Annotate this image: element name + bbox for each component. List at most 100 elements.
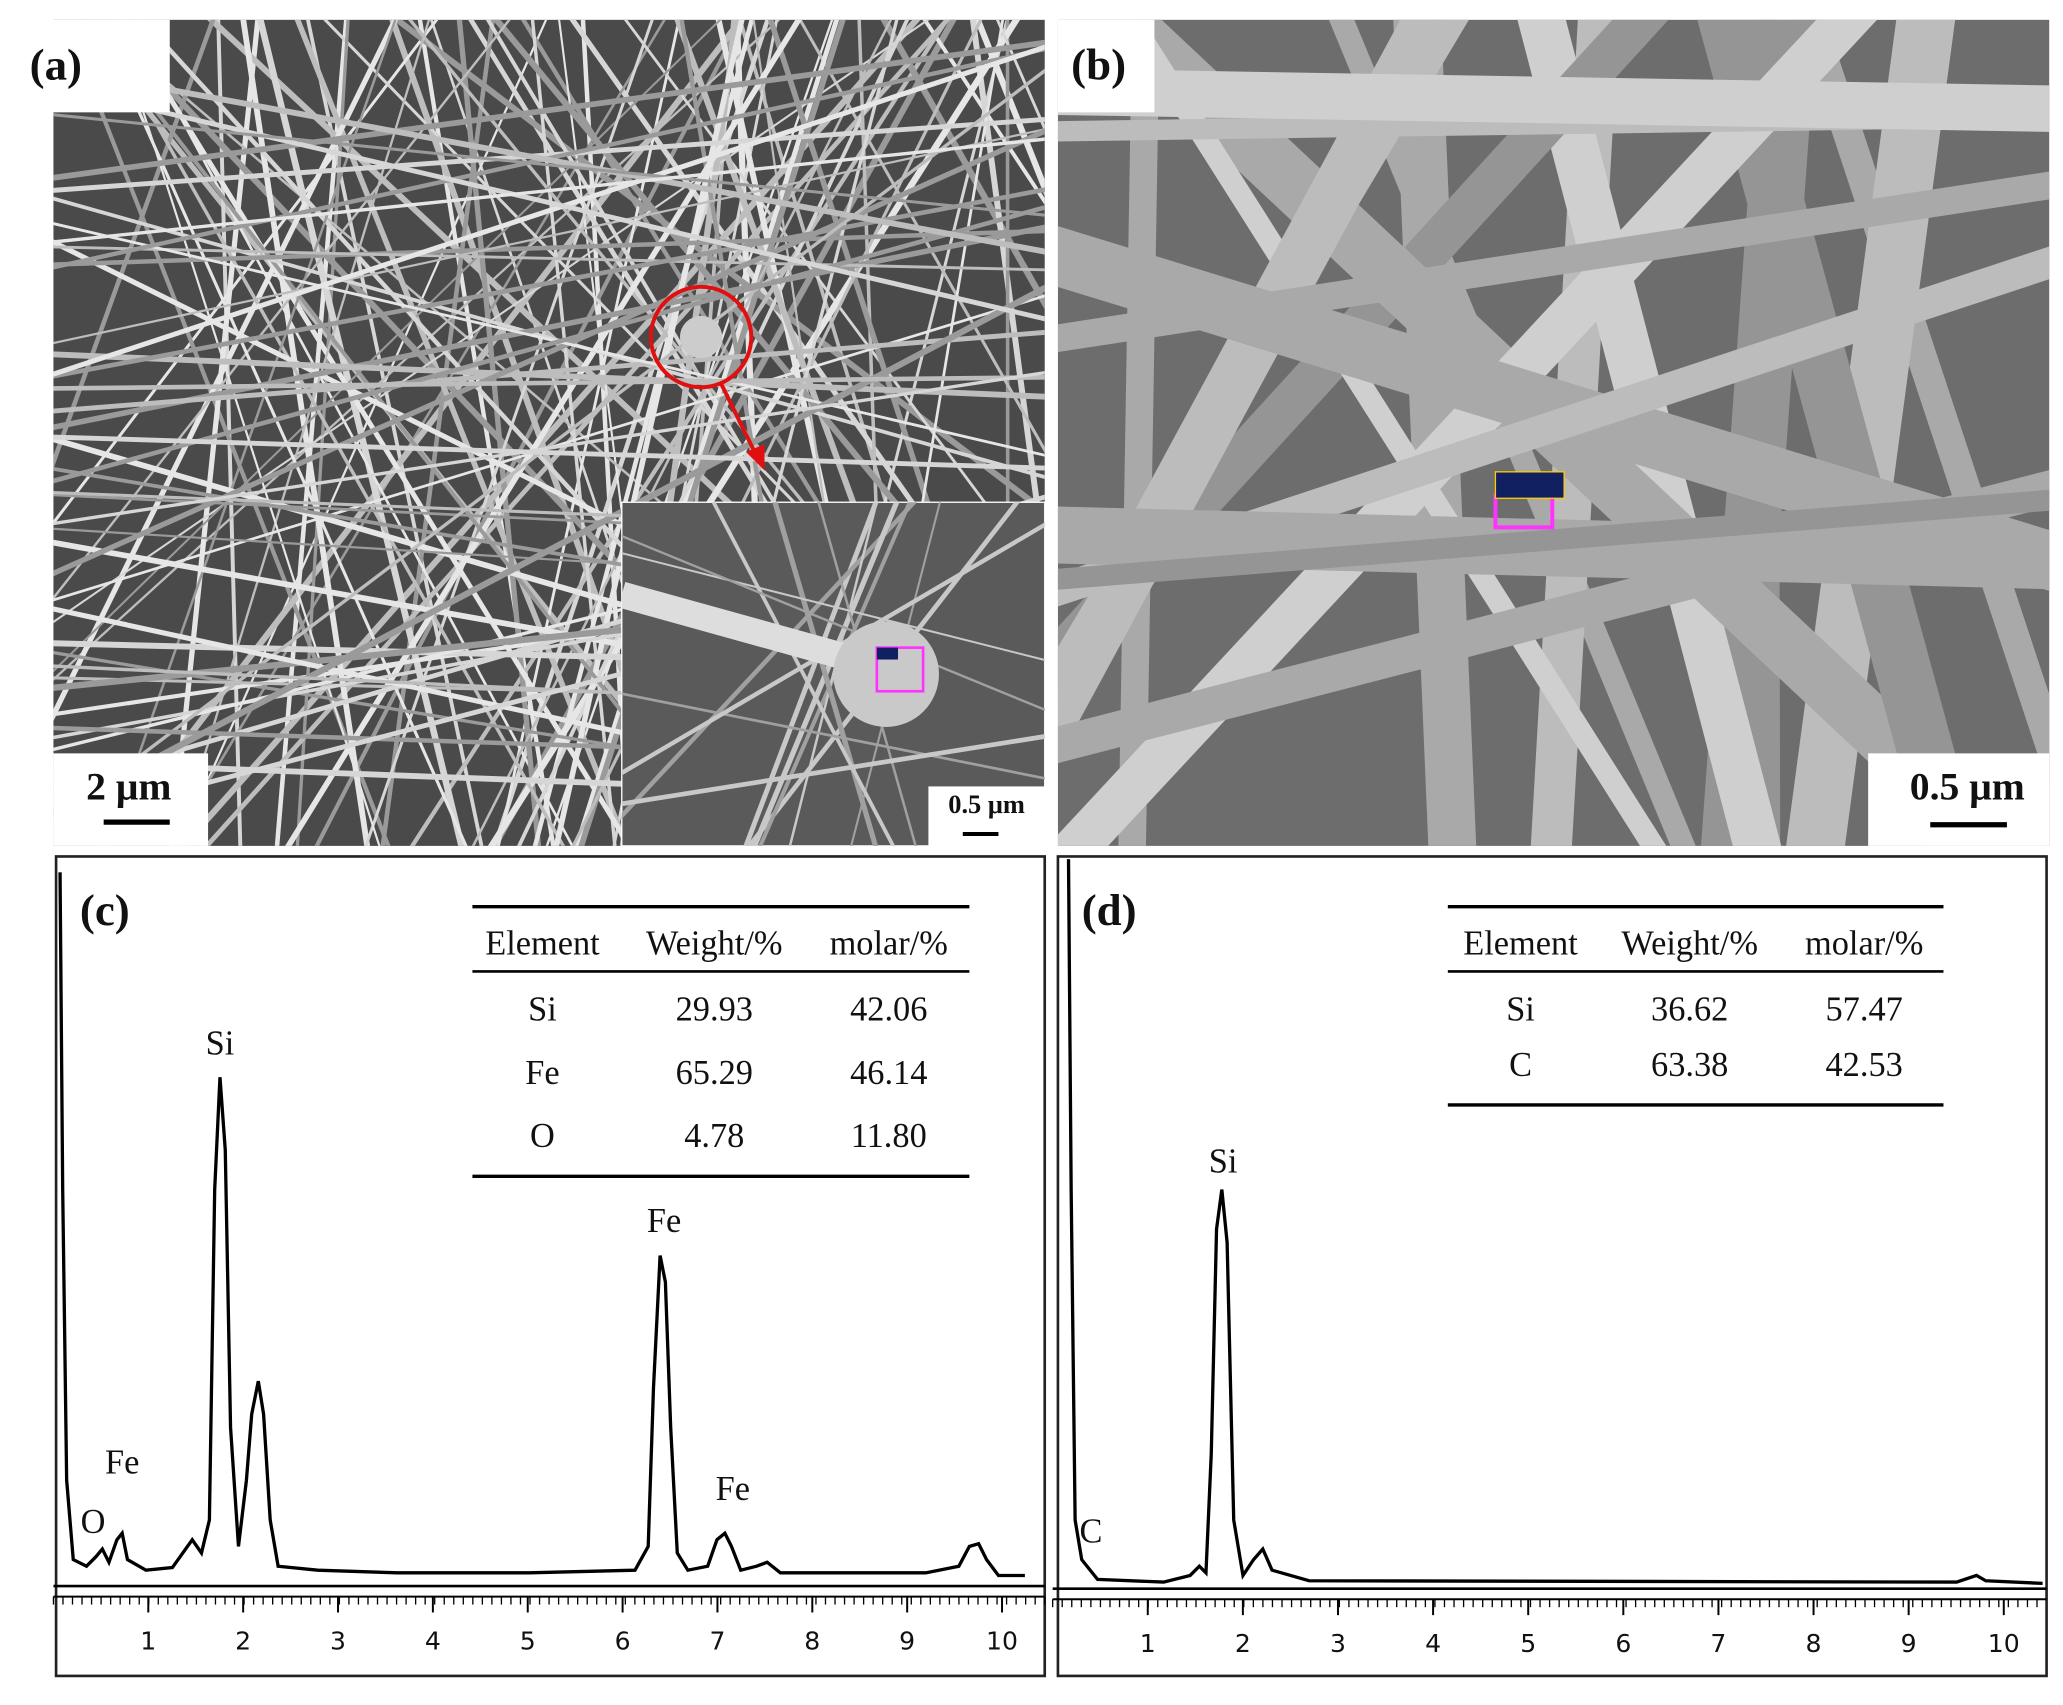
fiber bbox=[314, 19, 744, 846]
table-header: molar/% bbox=[1805, 924, 1923, 962]
fiber bbox=[53, 19, 511, 600]
fiber bbox=[711, 502, 896, 846]
x-tick-label: 10 bbox=[1988, 1629, 2020, 1658]
panel-label: (b) bbox=[1071, 39, 1126, 89]
x-tick-label: 7 bbox=[1710, 1629, 1726, 1658]
fiber bbox=[364, 19, 654, 846]
fiber bbox=[621, 502, 918, 820]
fiber bbox=[119, 19, 633, 846]
x-tick-label: 4 bbox=[425, 1626, 441, 1655]
peak-label: Si bbox=[206, 1025, 235, 1063]
fiber bbox=[53, 351, 1045, 400]
table-cell: 42.53 bbox=[1826, 1046, 1903, 1084]
fiber bbox=[53, 371, 1045, 526]
x-tick-label: 6 bbox=[1615, 1629, 1631, 1658]
fiber bbox=[53, 137, 1045, 244]
fiber bbox=[492, 19, 1045, 689]
fiber bbox=[621, 552, 1045, 662]
fiber bbox=[53, 284, 1045, 816]
fiber bbox=[1057, 470, 2050, 764]
inset-fibers bbox=[621, 502, 1045, 846]
table-cell: 42.06 bbox=[850, 990, 927, 1028]
fiber bbox=[471, 19, 893, 846]
scale-bar-label: 0.5 μm bbox=[1910, 765, 2025, 809]
fibers bbox=[1057, 19, 2050, 846]
table-cell: 63.38 bbox=[1651, 1046, 1728, 1084]
table-header: Element bbox=[1463, 924, 1578, 962]
fiber bbox=[203, 19, 951, 846]
x-tick-label: 1 bbox=[1140, 1629, 1156, 1658]
fiber bbox=[574, 19, 840, 846]
table-header: Element bbox=[485, 924, 600, 962]
fiber bbox=[53, 39, 1045, 181]
fiber bbox=[569, 19, 1045, 696]
fiber bbox=[772, 502, 879, 846]
fiber bbox=[53, 128, 1045, 345]
table-cell: Fe bbox=[525, 1054, 559, 1092]
panel-label: (d) bbox=[1082, 885, 1137, 935]
x-tick-label: 3 bbox=[330, 1626, 346, 1655]
fiber bbox=[53, 116, 1045, 193]
arrow-head bbox=[746, 444, 765, 471]
fiber bbox=[743, 502, 879, 846]
fiber bbox=[53, 19, 57, 53]
fiber bbox=[53, 65, 1045, 255]
arrow bbox=[719, 382, 759, 457]
fiber bbox=[53, 19, 216, 469]
energy-axis: 1 2 3 4 5 6 7 8 9 10 bbox=[1051, 1587, 2047, 1658]
inset-scale-bar-label: 0.5 μm bbox=[948, 789, 1025, 819]
fiber bbox=[53, 187, 1045, 379]
spectrum bbox=[58, 872, 1025, 1578]
table-cell: 11.80 bbox=[851, 1117, 927, 1155]
table-cell: Si bbox=[528, 990, 557, 1028]
inset-sphere bbox=[621, 582, 939, 727]
fiber bbox=[53, 228, 1045, 267]
sphere bbox=[679, 315, 723, 359]
fiber bbox=[53, 68, 1045, 824]
fiber bbox=[53, 196, 1045, 479]
table-cell: O bbox=[530, 1117, 555, 1155]
x-tick-label: 6 bbox=[615, 1626, 631, 1655]
table-cell: C bbox=[1509, 1046, 1532, 1084]
table-cell: 36.62 bbox=[1651, 990, 1728, 1028]
label-box bbox=[20, 19, 170, 113]
fiber bbox=[285, 19, 802, 846]
fiber bbox=[621, 692, 1045, 780]
label-box bbox=[1057, 19, 1155, 113]
x-tick-label: 8 bbox=[1806, 1629, 1822, 1658]
fiber bbox=[96, 19, 468, 846]
fiber bbox=[392, 19, 1045, 516]
table-cell: 65.29 bbox=[676, 1054, 753, 1092]
fiber bbox=[1057, 68, 2050, 132]
fiber bbox=[53, 245, 1045, 272]
x-tick-label: 8 bbox=[804, 1626, 820, 1655]
energy-axis: 1 2 3 4 5 6 7 8 9 10 bbox=[52, 1584, 1046, 1655]
fiber bbox=[1057, 19, 1669, 689]
x-tick-label: 2 bbox=[235, 1626, 251, 1655]
fiber bbox=[53, 44, 1045, 377]
x-tick-label: 5 bbox=[520, 1626, 536, 1655]
fiber bbox=[53, 375, 1045, 391]
fiber bbox=[798, 19, 1045, 454]
x-tick-label: 9 bbox=[1901, 1629, 1917, 1658]
peak-label: Fe bbox=[105, 1444, 139, 1482]
fiber bbox=[53, 113, 1045, 217]
panel-frame bbox=[54, 855, 1047, 1678]
table-cell: 46.14 bbox=[850, 1054, 927, 1092]
table-cell: 29.93 bbox=[676, 990, 753, 1028]
scale-bar-label: 2 μm bbox=[86, 765, 171, 809]
scale-box bbox=[1868, 753, 2050, 846]
x-tick-label: 3 bbox=[1330, 1629, 1346, 1658]
analysis-tag bbox=[1494, 471, 1565, 499]
fiber bbox=[922, 19, 1045, 206]
x-tick-label: 9 bbox=[899, 1626, 915, 1655]
fiber bbox=[53, 329, 1045, 414]
fiber bbox=[621, 734, 1045, 807]
table-header: molar/% bbox=[830, 924, 948, 962]
peak-label: O bbox=[81, 1503, 106, 1541]
panel-frame bbox=[1056, 855, 2048, 1678]
fiber bbox=[578, 19, 846, 846]
highlight-circle bbox=[648, 284, 754, 390]
composition-table: Element Weight/% molar/% Si 36.62 57.47 C 63.38… bbox=[1447, 905, 1944, 1107]
x-tick-label: 4 bbox=[1425, 1629, 1441, 1658]
